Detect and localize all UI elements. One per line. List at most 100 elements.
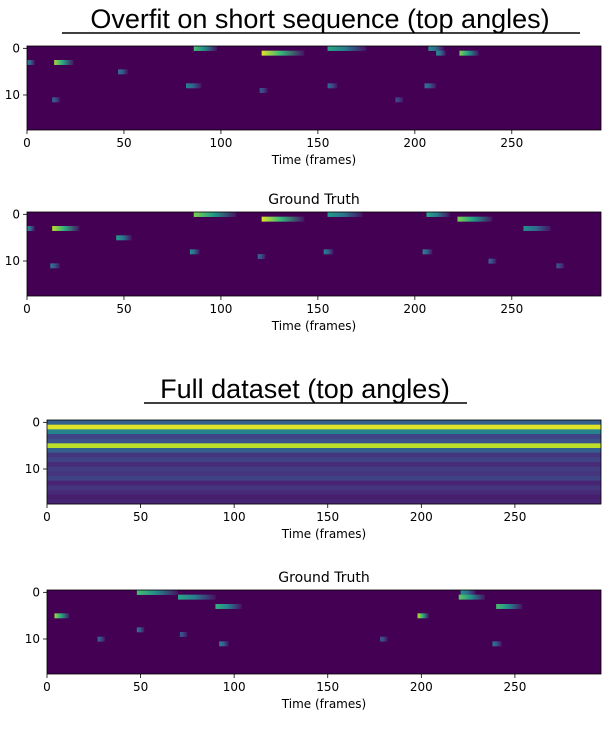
heatmap-streak [417, 613, 429, 619]
heatmap-streak [323, 249, 334, 255]
heatmap-background [47, 590, 601, 674]
x-tick-label: 200 [410, 680, 433, 694]
x-tick-label: 150 [306, 136, 329, 150]
heatmap-streak [327, 83, 338, 89]
x-tick-label: 200 [403, 302, 426, 316]
heatmap-streak [422, 249, 433, 255]
x-axis-label: Time (frames) [271, 153, 356, 167]
heatmap-streak [136, 627, 145, 633]
x-tick-label: 200 [403, 136, 426, 150]
heatmap-streak [219, 641, 229, 647]
heatmap-row-band [47, 457, 601, 463]
heatmap-streak [97, 636, 106, 642]
heatmap-row-band [47, 485, 601, 491]
heatmap-streak [458, 594, 485, 600]
y-tick-label: 10 [25, 632, 40, 646]
heatmap-streak [179, 632, 188, 637]
heatmap-streak [50, 263, 60, 269]
y-tick-label: 0 [32, 415, 40, 429]
heatmap-panel-overfit-ground-truth: Ground Truth 0 50 100 150 200 250 0 10 Time (fram… [5, 192, 602, 333]
heatmap-row-band [47, 443, 601, 449]
heatmap-panel-full-dataset-prediction: 0 50 100 150 200 250 0 10 Time (frames) [25, 415, 602, 541]
x-tick-label: 150 [316, 510, 339, 524]
heatmap-streak [457, 216, 493, 222]
heatmap-row-band [47, 462, 601, 467]
heatmap-streak [523, 226, 551, 231]
heatmap-streak [428, 46, 444, 51]
heatmap-streak [186, 83, 202, 89]
x-tick-label: 0 [43, 510, 51, 524]
heatmap-streak [178, 594, 216, 600]
x-tick-label: 250 [503, 510, 526, 524]
heatmap-streak [27, 226, 35, 231]
heatmap-streak [395, 97, 404, 103]
heatmap-streak [492, 641, 502, 647]
x-tick-label: 50 [133, 510, 148, 524]
heatmap-row-band [47, 452, 601, 458]
x-tick-label: 100 [209, 302, 232, 316]
heatmap-streak [52, 226, 80, 231]
heatmap-streak [54, 60, 74, 65]
y-tick-label: 10 [25, 462, 40, 476]
section-title-overfit: Overfit on short sequence (top angles) [90, 4, 549, 34]
heatmap-streak [556, 263, 565, 269]
heatmap-frame [26, 211, 602, 297]
heatmap-frame [26, 45, 602, 131]
heatmap-streak [261, 50, 305, 56]
heatmap-streak [189, 249, 200, 255]
heatmap-streak [215, 604, 242, 609]
x-tick-label: 250 [500, 136, 523, 150]
heatmap-row-band [47, 490, 601, 495]
x-tick-label: 100 [223, 510, 246, 524]
x-tick-label: 50 [116, 302, 131, 316]
heatmap-streak [118, 69, 128, 75]
x-tick-label: 50 [116, 136, 131, 150]
heatmap-streak [488, 258, 497, 264]
x-tick-label: 250 [503, 680, 526, 694]
heatmap-streak [424, 83, 437, 89]
heatmap-streak [257, 254, 266, 259]
heatmap-streak [193, 212, 237, 217]
heatmap-background [27, 46, 601, 130]
y-tick-label: 0 [12, 41, 20, 55]
heatmap-streak [116, 235, 132, 241]
heatmap-panel-full-dataset-ground-truth: Ground Truth 0 50 100 150 200 250 0 10 Time (fram… [25, 570, 602, 711]
y-tick-label: 10 [5, 254, 20, 268]
heatmap-streak [327, 46, 367, 51]
heatmap-row-band [47, 420, 601, 425]
heatmap-row-band [47, 438, 601, 444]
x-axis-label: Time (frames) [271, 319, 356, 333]
heatmap-row-band [47, 480, 601, 486]
heatmap-row-band [47, 476, 601, 481]
heatmap-streak [261, 216, 305, 222]
heatmap-background [27, 212, 601, 296]
heatmap-streak [193, 46, 218, 51]
heatmap-row-band [47, 434, 601, 439]
heatmap-row-band [47, 499, 601, 505]
heatmap-streak [52, 97, 60, 103]
heatmap-streak [27, 60, 35, 65]
heatmap-row-band [47, 448, 601, 453]
heatmap-streak [426, 212, 450, 217]
heatmap-row-band [47, 429, 601, 435]
panel-title: Ground Truth [268, 192, 359, 208]
y-tick-label: 0 [32, 585, 40, 599]
heatmap-frame [46, 419, 602, 505]
x-axis-label: Time (frames) [281, 527, 366, 541]
x-tick-label: 0 [43, 680, 51, 694]
x-tick-label: 150 [316, 680, 339, 694]
heatmap-streak [380, 636, 388, 642]
panel-title: Ground Truth [278, 570, 369, 586]
y-tick-label: 0 [12, 207, 20, 221]
x-tick-label: 50 [133, 680, 148, 694]
x-tick-label: 0 [23, 302, 31, 316]
x-tick-label: 200 [410, 510, 433, 524]
heatmap-streak [436, 50, 446, 56]
x-tick-label: 100 [223, 680, 246, 694]
x-tick-label: 150 [306, 302, 329, 316]
heatmap-streak [459, 50, 479, 56]
heatmap-row-band [47, 471, 601, 477]
heatmap-frame [46, 589, 602, 675]
heatmap-streak [327, 212, 363, 217]
